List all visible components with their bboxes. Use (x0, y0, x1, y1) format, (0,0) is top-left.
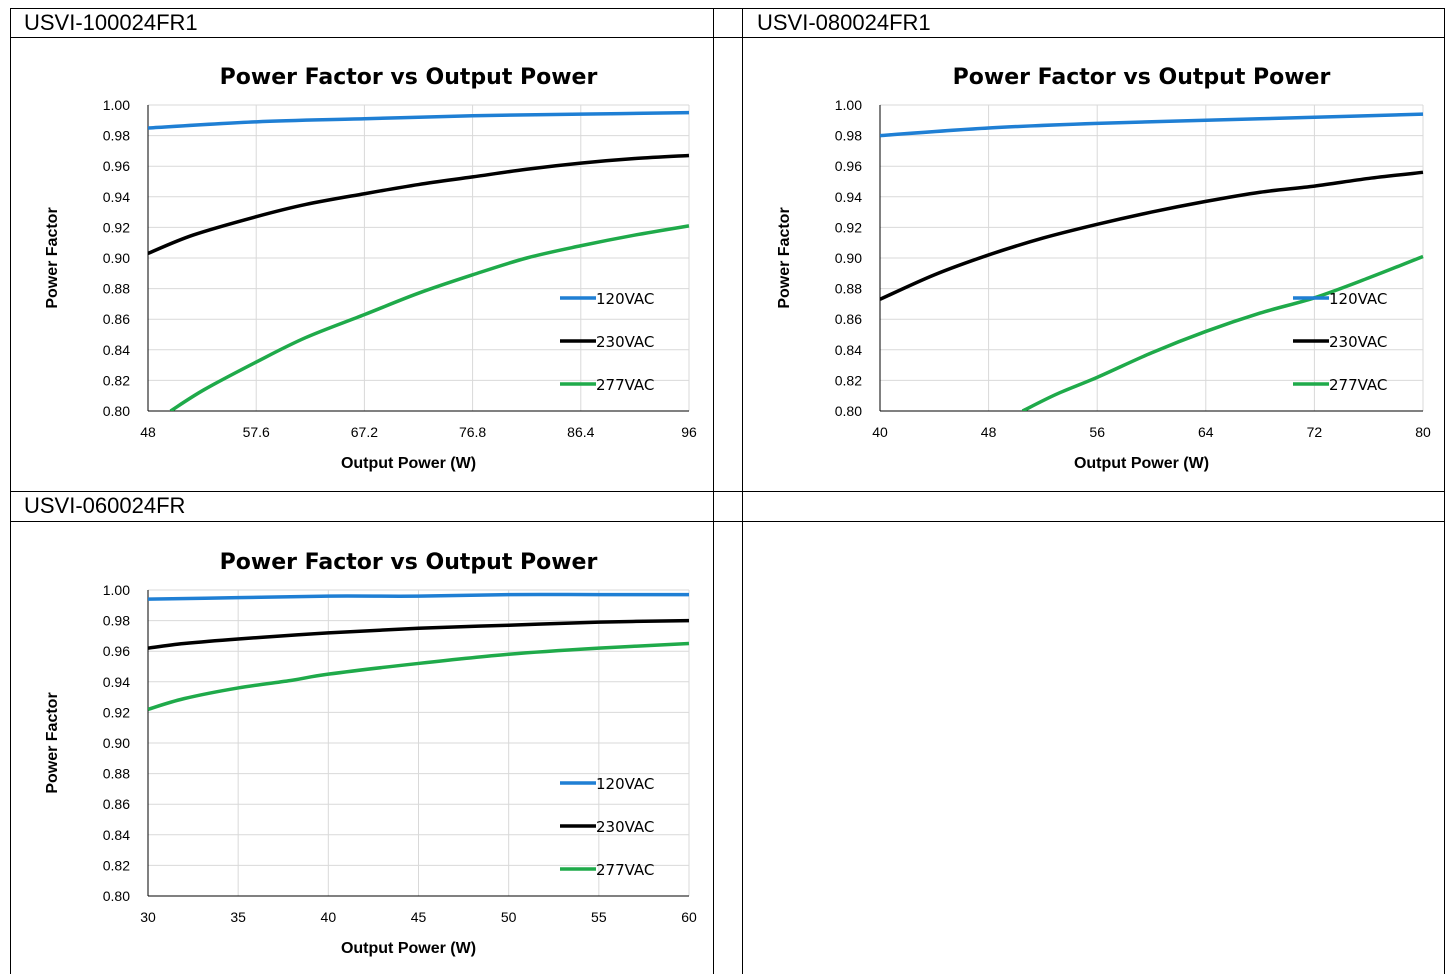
x-tick-label: 80 (1415, 424, 1431, 440)
cell-label-2: USVI-080024FR1 (757, 10, 931, 35)
table-border-row1 (10, 37, 1444, 38)
x-tick-label: 40 (321, 909, 337, 925)
x-tick-label: 96 (681, 424, 697, 440)
table-border-top (10, 8, 1444, 9)
y-axis-title: Power Factor (776, 207, 793, 308)
chart-title: Power Factor vs Output Power (953, 65, 1331, 90)
y-tick-label: 0.90 (835, 250, 862, 266)
y-tick-label: 0.82 (835, 372, 862, 388)
series-line-230VAC (148, 618, 690, 650)
series-line-230VAC (880, 170, 1424, 301)
y-tick-label: 0.80 (835, 403, 862, 419)
chart-title: Power Factor vs Output Power (220, 550, 598, 575)
series-line-277VAC (1021, 254, 1424, 411)
table-border-row3 (10, 521, 1444, 522)
y-tick-label: 0.84 (103, 827, 130, 843)
series-line-120VAC (880, 112, 1424, 138)
y-tick-label: 1.00 (835, 97, 862, 113)
table-border-right (1444, 8, 1445, 974)
power-factor-chart-3: Power Factor vs Output Power 0.80 0.82 0.84… (44, 550, 697, 957)
y-tick-label: 0.92 (103, 704, 130, 720)
x-axis-title: Output Power (W) (341, 940, 476, 957)
y-tick-label: 0.82 (103, 372, 130, 388)
x-tick-label: 35 (230, 909, 246, 925)
series-line-277VAC (169, 224, 690, 411)
x-tick-label: 57.6 (243, 424, 270, 440)
legend-label-277VAC: 277VAC (596, 376, 654, 394)
cell-label-1: USVI-100024FR1 (24, 10, 198, 35)
x-tick-label: 45 (411, 909, 427, 925)
y-tick-label: 0.98 (103, 128, 130, 144)
x-tick-label: 50 (501, 909, 517, 925)
x-tick-label: 48 (140, 424, 156, 440)
y-tick-label: 0.96 (103, 158, 130, 174)
x-tick-label: 55 (591, 909, 607, 925)
table-border-mid-a (713, 8, 714, 974)
x-tick-label: 40 (872, 424, 888, 440)
x-tick-label: 86.4 (567, 424, 594, 440)
table-border-row2 (10, 491, 1444, 492)
y-axis-title: Power Factor (44, 692, 61, 793)
legend-label-120VAC: 120VAC (596, 775, 654, 793)
y-tick-label: 0.90 (103, 735, 130, 751)
y-tick-label: 0.84 (835, 342, 862, 358)
x-tick-label: 76.8 (459, 424, 486, 440)
y-tick-label: 0.88 (103, 281, 130, 297)
table-border-mid-b (742, 8, 743, 974)
x-tick-label: 56 (1089, 424, 1105, 440)
y-tick-label: 0.82 (103, 857, 130, 873)
power-factor-chart-1: Power Factor vs Output Power 0.80 0.82 0.84… (44, 65, 697, 472)
y-tick-label: 0.98 (103, 613, 130, 629)
series-line-120VAC (148, 110, 690, 130)
y-tick-label: 0.94 (835, 189, 862, 205)
y-tick-label: 1.00 (103, 582, 130, 598)
x-axis-title: Output Power (W) (1074, 455, 1209, 472)
y-tick-label: 0.96 (103, 643, 130, 659)
y-tick-label: 0.80 (103, 403, 130, 419)
power-factor-chart-2: Power Factor vs Output Power 0.80 0.82 0.84… (776, 65, 1431, 472)
x-tick-label: 48 (981, 424, 997, 440)
cell-label-3: USVI-060024FR (24, 493, 186, 518)
y-tick-label: 1.00 (103, 97, 130, 113)
x-tick-label: 30 (140, 909, 156, 925)
y-tick-label: 0.86 (835, 311, 862, 327)
y-tick-label: 0.88 (103, 766, 130, 782)
x-tick-label: 72 (1307, 424, 1323, 440)
y-tick-label: 0.80 (103, 888, 130, 904)
x-axis-title: Output Power (W) (341, 455, 476, 472)
x-tick-label: 60 (681, 909, 697, 925)
series-line-120VAC (148, 592, 689, 601)
y-tick-label: 0.84 (103, 342, 130, 358)
y-tick-label: 0.92 (103, 219, 130, 235)
y-tick-label: 0.94 (103, 189, 130, 205)
y-tick-label: 0.90 (103, 250, 130, 266)
y-tick-label: 0.94 (103, 674, 130, 690)
legend-label-277VAC: 277VAC (596, 861, 654, 879)
x-tick-label: 67.2 (351, 424, 378, 440)
legend-label-120VAC: 120VAC (596, 290, 654, 308)
y-tick-label: 0.86 (103, 796, 130, 812)
y-axis-title: Power Factor (44, 207, 61, 308)
y-tick-label: 0.98 (835, 128, 862, 144)
series-line-230VAC (148, 153, 690, 256)
y-tick-label: 0.88 (835, 281, 862, 297)
legend-label-277VAC: 277VAC (1329, 376, 1387, 394)
legend-label-230VAC: 230VAC (596, 333, 654, 351)
legend-label-120VAC: 120VAC (1329, 290, 1387, 308)
y-tick-label: 0.86 (103, 311, 130, 327)
y-tick-label: 0.92 (835, 219, 862, 235)
legend-label-230VAC: 230VAC (1329, 333, 1387, 351)
chart-title: Power Factor vs Output Power (220, 65, 598, 90)
series-line-277VAC (148, 641, 690, 712)
y-tick-label: 0.96 (835, 158, 862, 174)
legend-label-230VAC: 230VAC (596, 818, 654, 836)
table-border-left (10, 8, 11, 974)
x-tick-label: 64 (1198, 424, 1214, 440)
